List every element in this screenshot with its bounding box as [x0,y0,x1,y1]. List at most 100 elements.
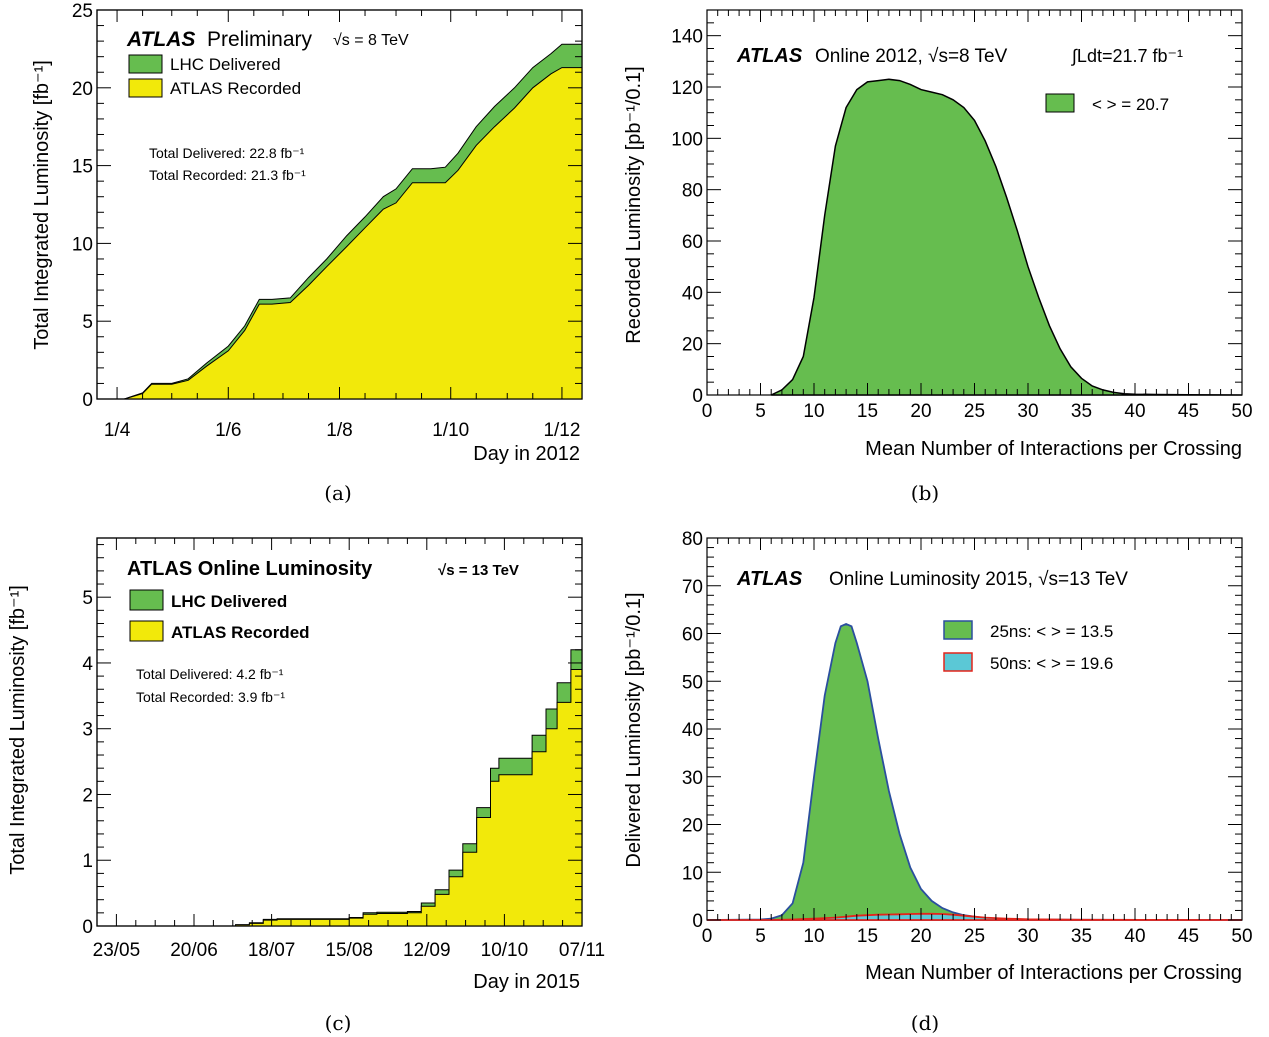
y-tick-label: 0 [82,390,93,411]
legend-label-recorded: ATLAS Recorded [171,623,310,642]
x-tick-label: 0 [702,926,713,947]
panel-d-header: ATLAS Online Luminosity 2015, √s=13 TeV [736,568,1128,590]
panel-c-total-delivered: Total Delivered: 4.2 fb⁻¹ [136,666,284,682]
x-tick-label: 07/11 [559,940,605,961]
y-tick-label: 2 [82,785,93,806]
x-tick-label: 5 [755,926,766,947]
x-tick-label: 10/10 [481,940,529,961]
legend-label-recorded: ATLAS Recorded [170,79,301,98]
panel-d-legend: 25ns: < > = 13.5 50ns: < > = 19.6 [943,620,1113,673]
y-tick-label: 60 [682,625,703,646]
panel-b-caption: (b) [911,481,939,505]
x-tick-label: 18/07 [248,940,296,961]
panel-b-x-axis-label: Mean Number of Interactions per Crossing [865,438,1242,460]
y-tick-label: 80 [682,529,703,550]
y-tick-label: 1 [82,851,93,872]
y-tick-label: 20 [682,335,703,356]
x-tick-label: 50 [1231,401,1252,422]
x-tick-label: 5 [755,401,766,422]
x-tick-label: 45 [1178,926,1199,947]
x-tick-label: 40 [1124,926,1145,947]
y-tick-label: 80 [682,181,703,202]
legend-label-delivered: LHC Delivered [170,55,281,74]
y-tick-label: 120 [671,78,703,99]
legend-swatch-50ns [943,652,973,672]
panel-a-axis-ticks: 1/4 1/6 1/8 1/10 1/12 0 5 10 15 20 25 [72,1,582,441]
panel-d-x-axis-label: Mean Number of Interactions per Crossing [865,962,1242,984]
panel-b-legend-label: < > = 20.7 [1092,95,1169,114]
y-tick-label: 0 [692,911,703,932]
x-tick-label: 10 [803,401,824,422]
panel-c-total-recorded: Total Recorded: 3.9 fb⁻¹ [136,689,285,705]
panel-d-atlas-label: ATLAS [736,568,803,590]
panel-c-axis-ticks: 23/05 20/06 18/07 15/08 12/09 10/10 07/11 0 1 2 3 4… [82,538,605,961]
panel-c: 23/05 20/06 18/07 15/08 12/09 10/10 07/11 0 1 2 3 4… [7,537,605,1035]
y-tick-label: 0 [692,386,703,407]
panel-c-recorded-area [116,669,583,927]
panel-a-preliminary-label: Preliminary [207,28,313,51]
x-tick-label: 23/05 [93,940,141,961]
panel-a-x-axis-label: Day in 2012 [473,443,580,465]
panel-a-recorded-area [124,67,583,400]
panel-c-y-axis-label: Total Integrated Luminosity [fb⁻¹] [7,585,29,875]
x-tick-label: 25 [964,401,985,422]
panel-b-lumi-label: ∫Ldt=21.7 fb⁻¹ [1070,46,1183,66]
panel-b-axis-ticks: 0 5 10 15 20 25 30 35 40 45 50 0 20 40 60 80 100 120 140 [671,10,1253,422]
panel-b-header: ATLAS Online 2012, √s=8 TeV ∫Ldt=21.7 fb… [736,45,1183,67]
x-tick-label: 1/6 [215,420,241,441]
x-tick-label: 20/06 [170,940,218,961]
panel-a-y-axis-label: Total Integrated Luminosity [fb⁻¹] [31,60,53,350]
panel-d-online-label: Online Luminosity 2015, √s=13 TeV [829,569,1128,590]
panel-c-header: ATLAS Online Luminosity √s = 13 TeV [127,558,519,580]
panel-c-caption: (c) [325,1011,352,1035]
y-tick-label: 10 [682,863,703,884]
panel-b-atlas-label: ATLAS [736,45,803,67]
y-tick-label: 60 [682,232,703,253]
legend-swatch-recorded [129,620,164,642]
y-tick-label: 20 [72,79,93,100]
panel-d-y-axis-label: Delivered Luminosity [pb⁻¹/0.1] [623,592,645,867]
panel-d-frame [706,537,1243,921]
y-tick-label: 3 [82,720,93,741]
y-tick-label: 40 [682,283,703,304]
x-tick-label: 15 [857,401,878,422]
x-tick-label: 15/08 [325,940,373,961]
y-tick-label: 5 [82,588,93,609]
y-tick-label: 20 [682,816,703,837]
y-tick-label: 25 [72,1,93,22]
panel-a-total-delivered: Total Delivered: 22.8 fb⁻¹ [149,145,305,161]
panel-a-atlas-label: ATLAS [126,28,195,51]
legend-label-50ns: 50ns: < > = 19.6 [990,654,1113,673]
panel-d-axis-ticks: 0 5 10 15 20 25 30 35 40 45 50 0 10 20 30 40 50 60 70 80 [682,529,1253,947]
y-tick-label: 30 [682,768,703,789]
panel-b-y-axis-label: Recorded Luminosity [pb⁻¹/0.1] [623,66,645,343]
x-tick-label: 1/8 [326,420,352,441]
x-tick-label: 30 [1017,926,1038,947]
y-tick-label: 140 [671,27,703,48]
panel-a-legend: LHC Delivered ATLAS Recorded [128,54,301,98]
x-tick-label: 12/09 [403,940,451,961]
legend-swatch-25ns [943,620,973,640]
legend-label-25ns: 25ns: < > = 13.5 [990,622,1113,641]
x-tick-label: 30 [1017,401,1038,422]
x-tick-label: 1/10 [432,420,469,441]
x-tick-label: 25 [964,926,985,947]
y-tick-label: 4 [82,654,93,675]
legend-label-delivered: LHC Delivered [171,592,287,611]
panel-c-energy-label: √s = 13 TeV [438,562,519,579]
panel-a-total-recorded: Total Recorded: 21.3 fb⁻¹ [149,167,306,183]
panel-a-energy-label: √s = 8 TeV [333,32,409,49]
y-tick-label: 100 [671,129,703,150]
x-tick-label: 10 [803,926,824,947]
x-tick-label: 20 [910,926,931,947]
y-tick-label: 0 [82,917,93,938]
y-tick-label: 40 [682,720,703,741]
panel-a-header: ATLAS Preliminary √s = 8 TeV [126,28,409,51]
panel-a: 1/4 1/6 1/8 1/10 1/12 0 5 10 15 20 25 ATLAS Prelim… [31,1,583,505]
y-tick-label: 10 [72,234,93,255]
x-tick-label: 1/12 [543,420,580,441]
x-tick-label: 15 [857,926,878,947]
panel-b: 0 5 10 15 20 25 30 35 40 45 50 0 20 40 60 80 100 120 140 A… [623,9,1253,505]
x-tick-label: 1/4 [104,420,131,441]
